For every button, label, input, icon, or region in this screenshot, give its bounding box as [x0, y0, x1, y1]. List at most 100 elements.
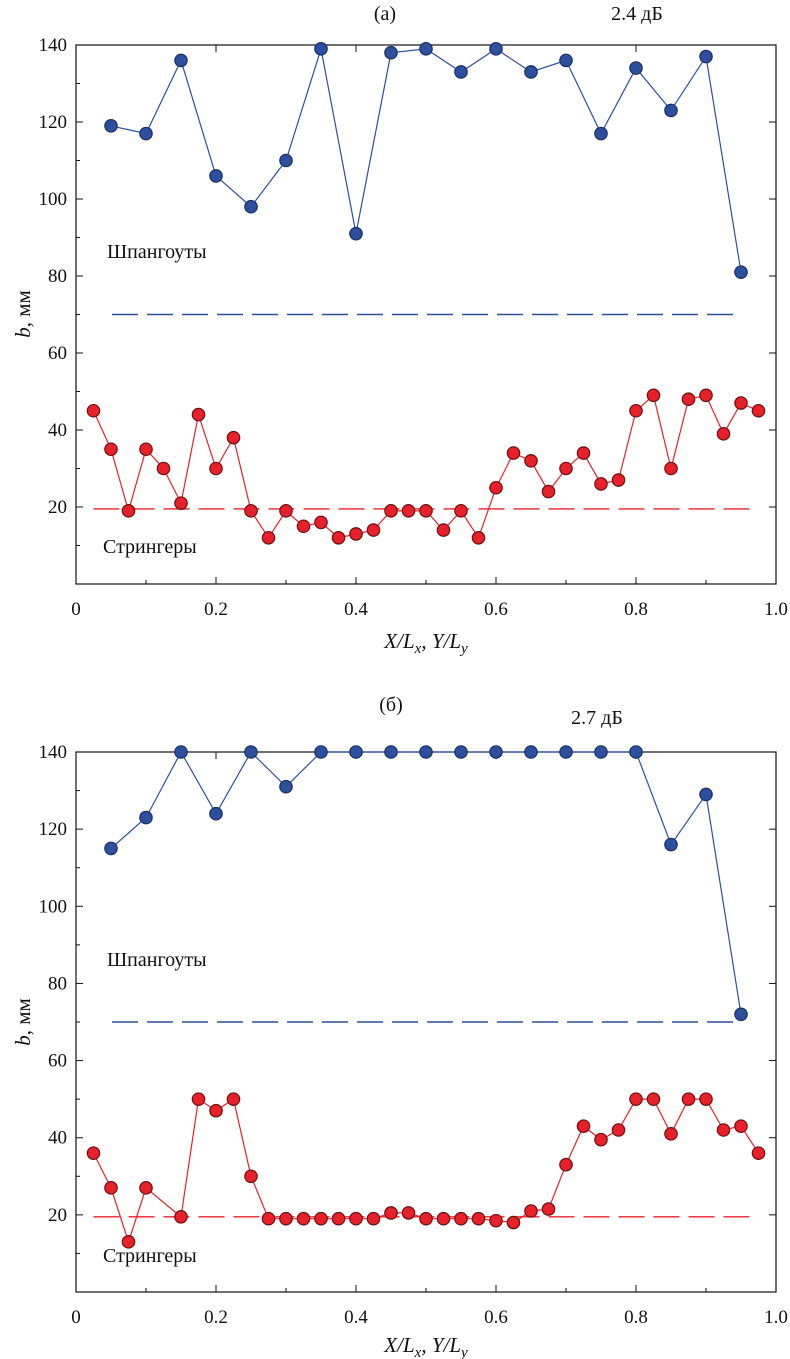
y-tick-label: 80	[48, 266, 67, 287]
series-group	[86, 42, 766, 545]
data-point-stringers	[366, 1211, 381, 1226]
data-point-frames	[314, 745, 328, 759]
data-point-stringers	[104, 1181, 118, 1195]
data-point-frames	[594, 126, 608, 141]
x-axis-label-part: X/L	[383, 1333, 414, 1357]
data-point-stringers	[594, 477, 608, 491]
data-point-frames	[104, 119, 118, 133]
x-tick-label: 0.2	[204, 599, 228, 620]
data-point-stringers	[296, 519, 311, 534]
x-tick-label: 0.4	[344, 599, 368, 620]
data-point-stringers	[489, 1213, 503, 1228]
data-point-stringers	[454, 504, 468, 518]
y-axis-label-symbol: b	[11, 1035, 35, 1046]
data-point-frames	[384, 45, 398, 60]
data-point-stringers	[436, 1211, 451, 1226]
data-point-frames	[524, 745, 538, 759]
data-point-stringers	[139, 1181, 153, 1195]
data-point-frames	[594, 745, 608, 759]
data-point-frames	[419, 745, 433, 759]
series-line-frames	[110, 48, 742, 273]
data-point-stringers	[506, 446, 521, 460]
data-point-frames	[664, 837, 678, 852]
data-point-stringers	[629, 403, 643, 418]
data-point-frames	[174, 53, 188, 68]
series-label-stringers: Стрингеры	[103, 1245, 197, 1267]
y-axis-label: b, мм	[11, 290, 35, 338]
data-point-stringers	[139, 442, 153, 457]
data-point-frames	[174, 745, 188, 759]
data-point-frames	[139, 126, 153, 141]
data-point-frames	[734, 1007, 748, 1022]
data-point-stringers	[454, 1211, 468, 1226]
x-tick-label: 0.8	[624, 1307, 648, 1328]
data-point-frames	[209, 169, 223, 183]
data-point-stringers	[681, 1092, 696, 1106]
data-point-frames	[629, 745, 643, 759]
x-tick-label: 0.6	[484, 599, 508, 620]
data-point-stringers	[541, 1202, 556, 1216]
chart-title: (а)	[374, 3, 396, 25]
data-point-stringers	[209, 461, 223, 476]
data-point-stringers	[401, 504, 416, 518]
y-tick-label: 120	[39, 819, 68, 840]
data-point-stringers	[191, 407, 206, 422]
data-point-frames	[419, 42, 433, 56]
chart-annotation: 2.7 дБ	[571, 707, 623, 729]
data-point-frames	[524, 65, 538, 79]
series-label-frames: Шпангоуты	[107, 949, 207, 971]
data-point-frames	[489, 42, 503, 56]
data-point-stringers	[349, 527, 363, 541]
series-group	[86, 745, 766, 1249]
data-point-stringers	[104, 442, 118, 457]
chart-annotation: 2.4 дБ	[611, 3, 663, 25]
data-point-stringers	[279, 1211, 293, 1226]
x-axis-label-sub: y	[459, 1345, 468, 1359]
data-point-frames	[104, 841, 118, 856]
reference-lines	[93, 1021, 759, 1218]
data-point-stringers	[86, 1146, 101, 1160]
data-point-frames	[699, 49, 713, 64]
y-tick-label: 120	[39, 112, 68, 133]
data-point-stringers	[191, 1092, 206, 1106]
data-point-stringers	[489, 480, 503, 495]
data-point-stringers	[524, 1204, 538, 1218]
y-axis-label: b, мм	[11, 998, 35, 1046]
x-tick-label: 0.6	[484, 1307, 508, 1328]
y-tick-label: 100	[39, 189, 68, 210]
x-axis-label-part: X/L	[383, 629, 414, 653]
y-tick-label: 140	[39, 742, 68, 763]
data-point-stringers	[699, 1092, 713, 1106]
data-point-stringers	[471, 530, 486, 545]
data-point-frames	[734, 265, 748, 279]
x-tick-label: 0.2	[204, 1307, 228, 1328]
data-point-stringers	[401, 1206, 416, 1220]
data-point-stringers	[699, 388, 713, 403]
x-axis-label-sub: y	[459, 641, 468, 657]
data-point-stringers	[331, 1211, 346, 1226]
data-point-frames	[349, 226, 363, 241]
x-tick-label: 1.0	[764, 599, 788, 620]
x-axis-label-sub: x	[414, 1345, 422, 1359]
data-point-stringers	[629, 1092, 643, 1106]
data-point-stringers	[384, 504, 398, 518]
data-point-stringers	[594, 1132, 608, 1147]
data-point-frames	[559, 53, 573, 68]
data-point-stringers	[471, 1211, 486, 1226]
y-tick-label: 100	[39, 896, 68, 917]
data-point-stringers	[366, 523, 381, 537]
data-point-stringers	[611, 473, 626, 487]
data-point-stringers	[209, 1103, 223, 1118]
data-point-stringers	[559, 461, 573, 476]
chart-title: (б)	[379, 694, 403, 716]
data-point-stringers	[506, 1215, 521, 1230]
y-tick-label: 60	[48, 343, 67, 364]
data-point-frames	[349, 745, 363, 759]
data-point-stringers	[436, 523, 451, 537]
x-tick-label: 0.8	[624, 599, 648, 620]
x-tick-label: 0	[71, 1307, 81, 1328]
data-point-stringers	[751, 403, 766, 418]
data-point-stringers	[314, 1211, 328, 1226]
data-point-frames	[664, 103, 678, 118]
data-point-stringers	[226, 430, 241, 445]
